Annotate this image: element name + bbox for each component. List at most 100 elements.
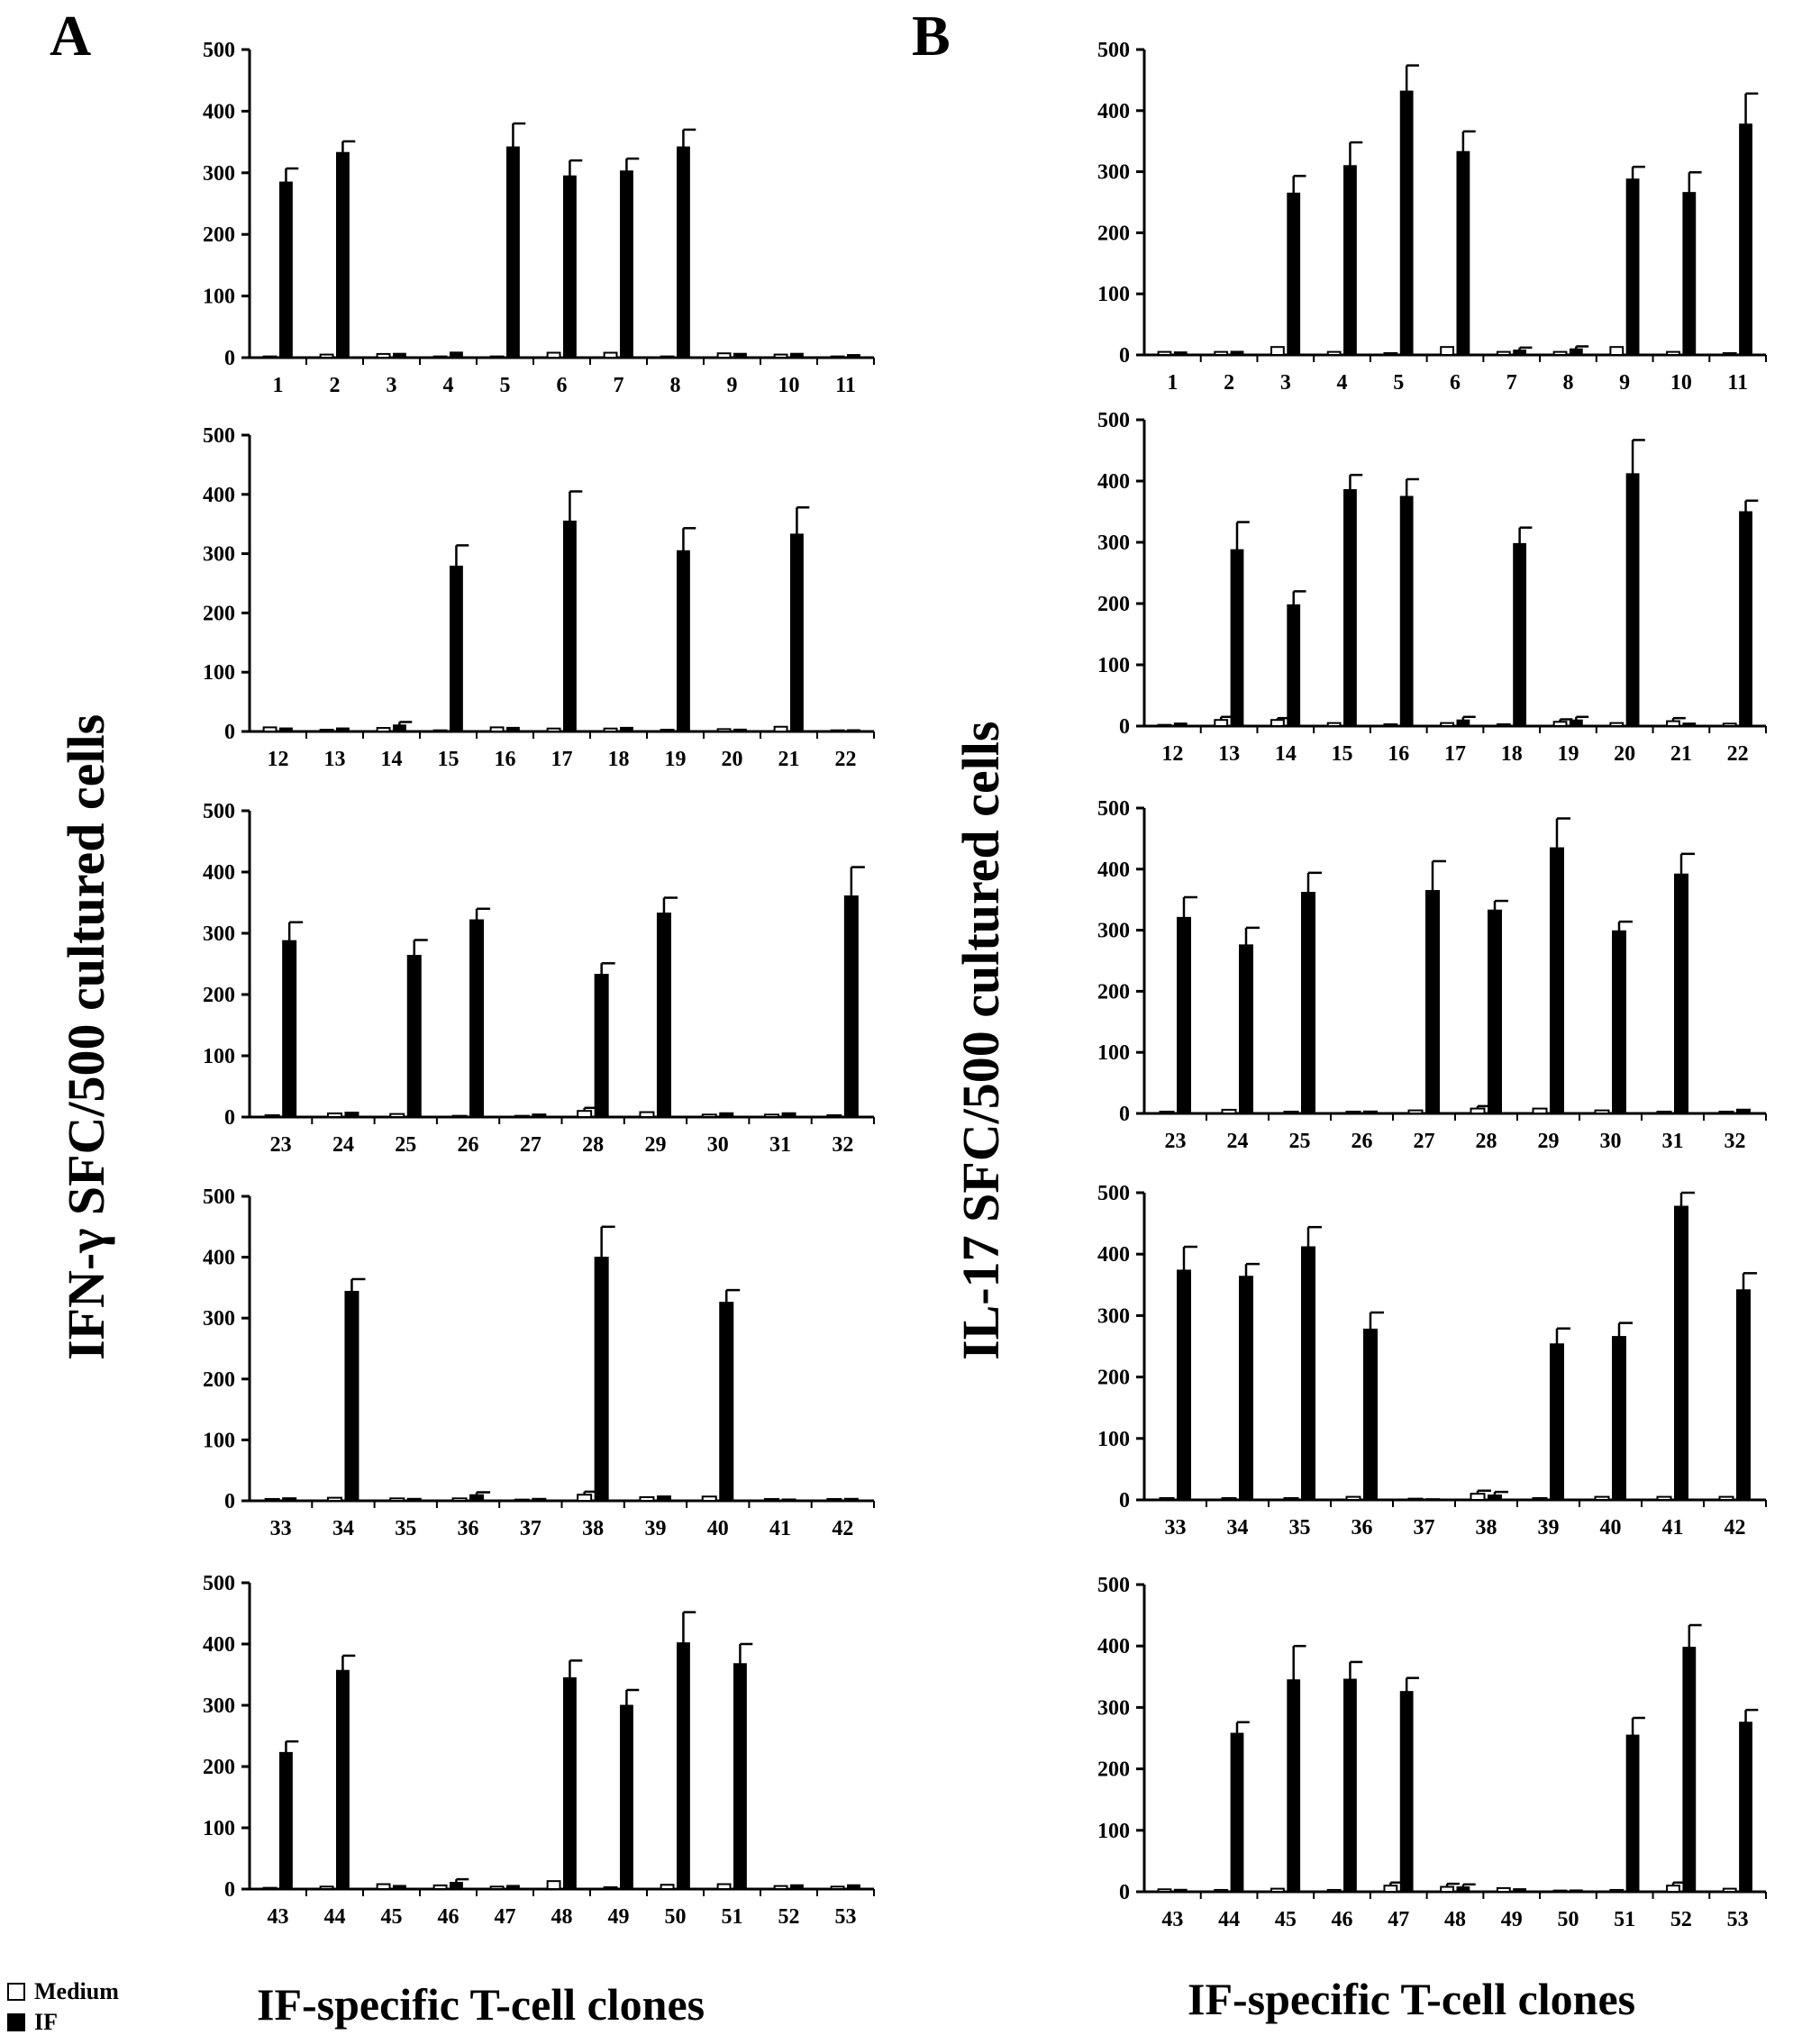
x-tick-label: 44 — [324, 1905, 346, 1929]
x-tick-label: 47 — [1388, 1908, 1409, 1931]
bar-medium — [1214, 350, 1229, 356]
bar-if — [450, 1882, 463, 1890]
bar-if — [344, 1112, 359, 1118]
y-tick-label: 100 — [203, 1045, 235, 1068]
bar-if — [733, 1663, 747, 1890]
y-tick-label: 100 — [1097, 654, 1130, 677]
bar-if — [506, 1885, 520, 1890]
y-tick-label: 100 — [203, 286, 235, 309]
bar-if — [450, 351, 463, 359]
x-tick-label: 33 — [270, 1517, 292, 1540]
legend-swatch-medium — [7, 1983, 25, 2001]
x-tick-label: 40 — [1600, 1516, 1622, 1540]
bar-if — [1569, 348, 1583, 356]
x-tick-label: 15 — [1332, 742, 1353, 766]
bar-medium — [826, 1497, 842, 1503]
bar-medium — [1609, 722, 1625, 727]
bar-if — [1682, 192, 1697, 356]
bar-medium — [1440, 346, 1454, 357]
y-tick-label: 100 — [1097, 1041, 1130, 1065]
y-tick-label: 0 — [1119, 1103, 1130, 1126]
y-tick-label: 0 — [1119, 715, 1130, 739]
x-tick-label: 32 — [832, 1133, 853, 1157]
bar-medium — [1283, 1110, 1299, 1114]
y-tick-label: 300 — [203, 922, 235, 946]
bar-if — [532, 1497, 547, 1502]
bar-medium — [376, 727, 391, 733]
x-tick-label: 7 — [614, 374, 624, 397]
bar-medium — [716, 352, 732, 359]
x-tick-label: 11 — [835, 374, 856, 397]
y-tick-label: 500 — [1097, 39, 1130, 62]
bar-if — [843, 895, 859, 1118]
x-tick-label: 22 — [1727, 742, 1749, 766]
bar-medium — [1326, 1888, 1342, 1894]
subplot-a-1: 0 100 200 300 400 500 1 2 3 4 5 6 7 8 9 10 11 — [203, 39, 875, 397]
bar-if — [506, 146, 520, 359]
bar-if — [393, 724, 406, 732]
x-tick-label: 18 — [608, 748, 630, 771]
bar-if — [620, 1704, 633, 1890]
bar-if — [1739, 511, 1752, 727]
bar-medium — [262, 726, 278, 732]
bar-medium — [319, 1885, 334, 1891]
x-tick-label: 37 — [1414, 1516, 1435, 1540]
x-tick-label: 3 — [1280, 371, 1291, 395]
bar-if — [1550, 847, 1564, 1114]
subplot-a-5: 0 100 200 300 400 500 43 44 45 46 47 48 49 50 51 52 53 — [203, 1572, 875, 1929]
y-axis-title-a: IFN-γ SFC/500 cultured cells — [57, 713, 115, 1360]
bar-medium — [1722, 351, 1737, 357]
bar-if — [847, 729, 860, 732]
bar-medium — [716, 728, 732, 732]
bar-if — [1399, 1691, 1414, 1893]
x-tick-label: 33 — [1165, 1516, 1187, 1540]
legend-item-medium: Medium — [7, 1976, 119, 2007]
x-tick-label: 34 — [1227, 1516, 1249, 1540]
y-tick-label: 500 — [203, 800, 235, 823]
y-tick-label: 200 — [203, 223, 235, 247]
x-tick-label: 13 — [1218, 742, 1240, 766]
x-tick-label: 8 — [1562, 371, 1573, 395]
x-tick-label: 5 — [500, 374, 511, 397]
bar-medium — [1496, 722, 1511, 728]
bar-medium — [451, 1114, 468, 1119]
bar-if — [1425, 1498, 1440, 1501]
x-tick-label: 35 — [395, 1517, 416, 1540]
x-tick-label: 24 — [1227, 1130, 1249, 1153]
x-tick-label: 28 — [582, 1133, 604, 1157]
bar-if — [279, 1751, 293, 1890]
bar-if — [847, 1884, 860, 1890]
bar-medium — [376, 1883, 391, 1891]
x-tick-label: 30 — [707, 1133, 729, 1157]
x-tick-label: 12 — [1161, 742, 1183, 766]
bar-medium — [432, 355, 448, 359]
bar-if — [1456, 1886, 1470, 1893]
x-tick-label: 17 — [551, 748, 573, 771]
bar-medium — [1214, 1888, 1229, 1894]
bar-medium — [1666, 1885, 1680, 1893]
bar-medium — [830, 1885, 845, 1891]
bar-medium — [1345, 1110, 1361, 1114]
bar-medium — [1656, 1110, 1672, 1114]
x-tick-label: 34 — [332, 1517, 354, 1540]
y-tick-label: 300 — [203, 1694, 235, 1718]
x-tick-label: 50 — [1557, 1908, 1579, 1931]
bar-if — [594, 974, 609, 1118]
bar-if — [336, 727, 350, 732]
x-tick-label: 40 — [707, 1517, 729, 1540]
bar-if — [1739, 1722, 1752, 1893]
x-tick-label: 19 — [1557, 742, 1579, 766]
x-tick-label: 1 — [273, 374, 284, 397]
y-tick-label: 300 — [1097, 161, 1130, 185]
bar-if — [469, 919, 485, 1118]
bar-if — [1239, 1276, 1253, 1501]
x-tick-label: 6 — [557, 374, 568, 397]
bar-medium — [1407, 1497, 1424, 1501]
y-tick-label: 300 — [203, 162, 235, 186]
y-tick-label: 500 — [1097, 409, 1130, 432]
y-tick-label: 300 — [1097, 1304, 1130, 1328]
x-tick-label: 4 — [443, 374, 454, 397]
bar-medium — [432, 1884, 448, 1890]
legend-item-if: IF — [7, 2007, 119, 2038]
x-tick-label: 41 — [769, 1517, 791, 1540]
